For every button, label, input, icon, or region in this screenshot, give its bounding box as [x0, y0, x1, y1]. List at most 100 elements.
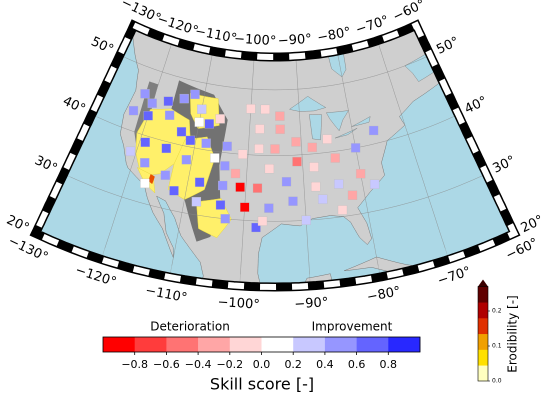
meridian — [169, 51, 214, 278]
station — [309, 162, 319, 172]
station — [270, 144, 280, 154]
lat-label: 30° — [491, 153, 518, 176]
station — [181, 155, 192, 165]
station — [218, 180, 228, 191]
station — [347, 190, 358, 200]
lat-label: 20° — [519, 213, 546, 236]
map-area — [35, 25, 515, 288]
station — [215, 200, 226, 210]
lon-label: −90° — [294, 295, 329, 312]
colorbar-tick-label: −0.8 — [121, 358, 148, 371]
station — [190, 89, 200, 100]
lat-label: 40° — [462, 94, 489, 117]
colorbar-bin — [198, 337, 231, 352]
station — [291, 137, 301, 147]
water — [326, 110, 349, 132]
station — [140, 178, 150, 189]
lon-label: −80° — [316, 25, 352, 46]
station — [337, 205, 348, 215]
map-frame — [29, 19, 521, 292]
station — [140, 89, 150, 99]
station — [197, 104, 207, 114]
station — [147, 98, 157, 108]
station — [260, 104, 270, 115]
lon-label: −110° — [144, 283, 188, 306]
station — [252, 183, 263, 193]
station — [210, 153, 220, 163]
station — [257, 216, 268, 226]
lat-label: 40° — [60, 94, 87, 117]
station — [201, 138, 211, 148]
erodibility-outline — [477, 286, 489, 382]
erodibility-colorbar: Erodibility [-] 0.0 0.1 0.2 — [477, 279, 520, 385]
colorbar-tick-label: 0.6 — [348, 358, 366, 371]
station — [322, 134, 332, 144]
colorbar-bin — [166, 337, 199, 352]
colorbar-tick-label: 0.0 — [253, 358, 271, 371]
station — [161, 143, 171, 154]
lon-label: −90° — [277, 32, 312, 49]
erodibility-tick-label: 0.0 — [492, 378, 502, 385]
colorbar-tick-label: 0.8 — [380, 358, 398, 371]
station — [125, 146, 136, 157]
station — [185, 135, 196, 146]
station — [350, 143, 361, 153]
station — [169, 186, 179, 196]
colorbar-bin — [134, 337, 167, 352]
station — [163, 96, 174, 106]
station — [230, 168, 241, 179]
station — [254, 144, 264, 154]
station — [143, 111, 153, 121]
station — [355, 169, 366, 179]
station — [204, 119, 214, 129]
station — [176, 127, 187, 137]
colorbar-bin — [103, 337, 135, 352]
erodibility-bin — [478, 302, 488, 319]
lat-label: 50° — [434, 34, 461, 57]
lat-label: 50° — [88, 34, 115, 57]
station — [318, 194, 328, 204]
station — [240, 202, 250, 212]
station — [194, 177, 205, 187]
frame-stripes — [31, 21, 519, 291]
station — [264, 203, 274, 213]
station — [301, 215, 311, 225]
colorbar-tick-label: −0.4 — [185, 358, 212, 371]
station — [222, 141, 232, 151]
station — [275, 124, 285, 134]
station — [220, 214, 230, 224]
colorbar-bin — [293, 337, 326, 352]
colorbar-left-label: Deterioration — [150, 320, 230, 334]
station — [288, 196, 298, 206]
station — [128, 105, 139, 116]
colorbar-title: Skill score [-] — [210, 375, 314, 394]
station — [311, 181, 321, 192]
station — [191, 197, 202, 207]
station — [215, 114, 225, 124]
erodibility-tick-label: 0.2 — [492, 308, 502, 315]
station — [251, 222, 261, 233]
water — [351, 116, 371, 127]
erodibility-bin — [478, 349, 488, 366]
station — [194, 117, 204, 127]
skill-colorbar: Deterioration Improvement Skill score [-… — [102, 320, 421, 394]
colorbar-right-label: Improvement — [312, 320, 393, 334]
station — [330, 153, 340, 163]
erodibility-bin — [478, 333, 488, 350]
water — [309, 114, 322, 141]
erodibility-bin — [478, 286, 488, 303]
colorbar-bin — [356, 337, 389, 352]
station — [281, 177, 292, 187]
meridian — [101, 40, 173, 260]
erodible-hotspot — [148, 174, 155, 184]
colorbar-bin — [261, 337, 294, 352]
station — [220, 161, 230, 171]
colorbar-tick-label: −0.6 — [153, 358, 180, 371]
colorbar-bin — [324, 337, 357, 352]
station — [368, 125, 379, 136]
station — [235, 182, 245, 192]
erodibility-bin — [478, 365, 488, 382]
station — [275, 111, 285, 121]
station — [164, 110, 175, 120]
